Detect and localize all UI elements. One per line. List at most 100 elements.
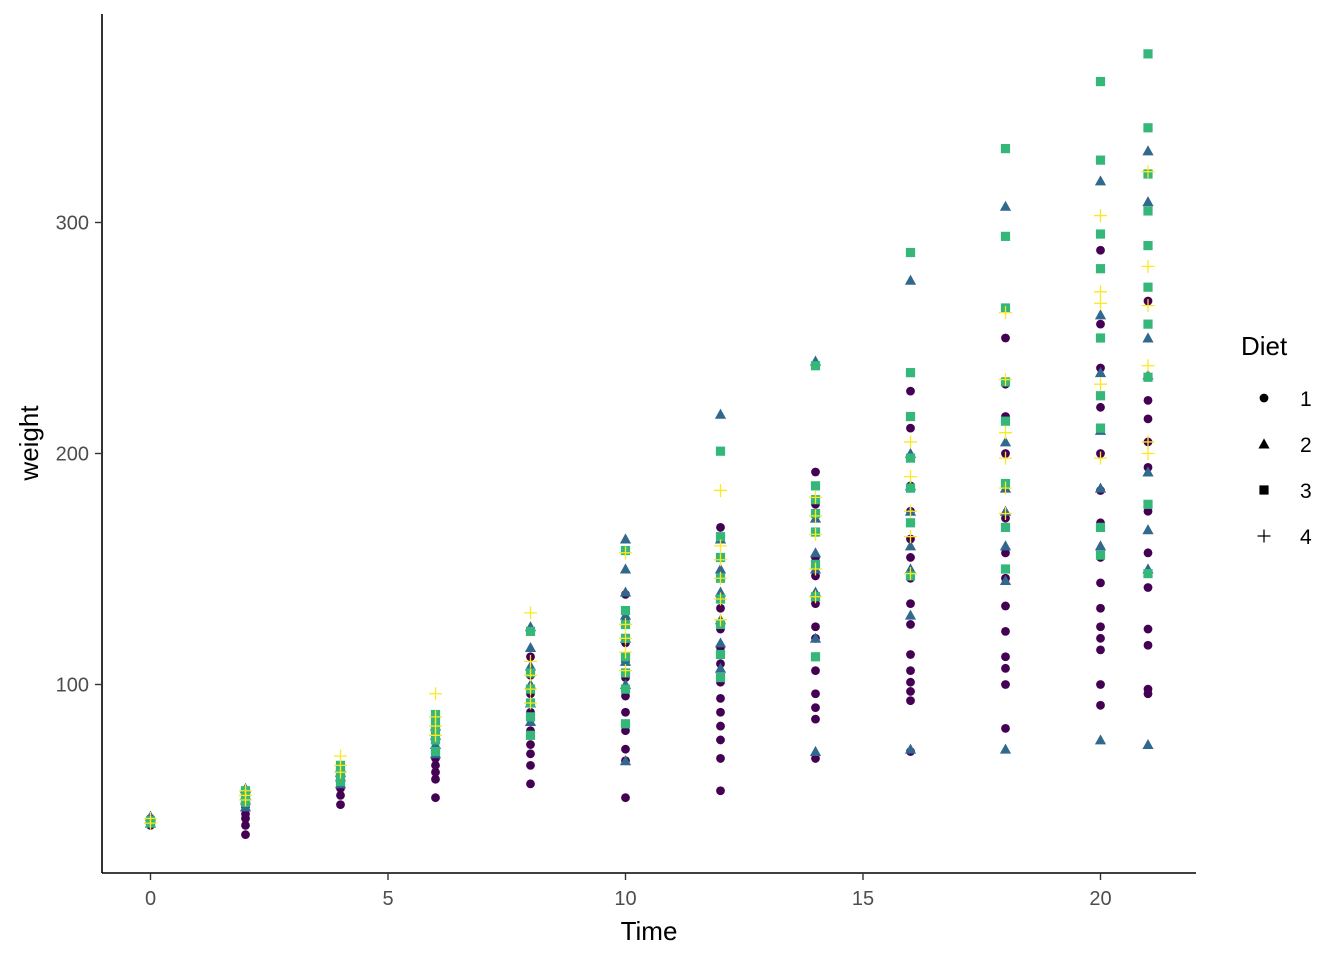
data-point bbox=[431, 760, 440, 770]
legend-label: 4 bbox=[1300, 526, 1312, 549]
data-point bbox=[811, 754, 820, 763]
data-point bbox=[1143, 49, 1153, 59]
data-point bbox=[810, 361, 821, 371]
data-point bbox=[904, 530, 917, 544]
data-point bbox=[904, 435, 917, 449]
data-point bbox=[999, 574, 1012, 586]
data-point bbox=[621, 691, 630, 701]
data-point bbox=[524, 654, 537, 668]
data-point bbox=[811, 467, 820, 477]
data-point bbox=[430, 746, 441, 757]
legend-title: Diet bbox=[1241, 331, 1288, 361]
data-point bbox=[1143, 583, 1153, 592]
data-point bbox=[810, 481, 821, 491]
data-point bbox=[906, 423, 915, 433]
data-point bbox=[619, 631, 632, 645]
data-point bbox=[336, 790, 345, 800]
x-tick-label: 15 bbox=[852, 888, 874, 910]
data-point bbox=[1142, 466, 1154, 477]
data-point bbox=[905, 411, 916, 422]
data-point bbox=[1142, 196, 1154, 207]
data-point bbox=[1000, 143, 1011, 154]
data-point bbox=[810, 652, 821, 662]
data-point bbox=[1141, 299, 1155, 313]
plot-marks bbox=[144, 49, 1155, 840]
legend: Diet 1 2 3 4 bbox=[1241, 331, 1312, 549]
data-point bbox=[1141, 447, 1155, 460]
series-diet-4 bbox=[144, 165, 1155, 830]
data-point bbox=[1094, 209, 1107, 223]
legend-key bbox=[1259, 485, 1269, 495]
data-point bbox=[1142, 332, 1154, 343]
data-point bbox=[811, 622, 820, 632]
data-point bbox=[811, 689, 820, 699]
data-point bbox=[715, 446, 726, 456]
data-point bbox=[619, 533, 632, 544]
data-point bbox=[1143, 414, 1153, 424]
data-point bbox=[1096, 700, 1105, 710]
data-point bbox=[1096, 578, 1105, 588]
data-point bbox=[525, 712, 536, 722]
x-tick-label: 5 bbox=[382, 888, 393, 910]
y-tick-label: 200 bbox=[56, 444, 89, 466]
data-point bbox=[524, 668, 537, 682]
data-point bbox=[716, 721, 725, 731]
data-point bbox=[1094, 734, 1107, 745]
data-point bbox=[429, 687, 442, 701]
data-point bbox=[1141, 435, 1155, 449]
data-point bbox=[621, 707, 630, 717]
data-point bbox=[335, 776, 346, 787]
data-point bbox=[714, 539, 727, 553]
data-point bbox=[1095, 155, 1106, 165]
data-point bbox=[334, 749, 347, 763]
data-point bbox=[429, 710, 442, 724]
data-point bbox=[905, 247, 916, 258]
legend-item-3: 3 bbox=[1259, 480, 1312, 503]
data-point bbox=[1143, 372, 1153, 382]
y-axis-title: weight bbox=[14, 405, 44, 482]
data-point bbox=[1141, 259, 1155, 273]
data-point bbox=[1095, 550, 1106, 560]
data-point bbox=[809, 509, 822, 523]
legend-item-2: 2 bbox=[1258, 434, 1312, 457]
data-point bbox=[1142, 738, 1154, 750]
data-point bbox=[1001, 548, 1010, 558]
data-point bbox=[524, 696, 537, 710]
data-point bbox=[431, 774, 440, 784]
data-point bbox=[1095, 333, 1106, 343]
data-point bbox=[619, 645, 632, 659]
data-point bbox=[1096, 319, 1105, 329]
data-point bbox=[809, 562, 822, 576]
legend-label: 2 bbox=[1300, 434, 1312, 457]
data-point bbox=[1094, 285, 1107, 299]
data-point bbox=[716, 754, 725, 763]
data-point bbox=[1143, 241, 1153, 251]
data-point bbox=[811, 571, 820, 581]
data-point bbox=[906, 553, 915, 562]
data-point bbox=[809, 490, 822, 504]
legend-item-1: 1 bbox=[1259, 388, 1312, 411]
data-point bbox=[1095, 76, 1106, 87]
data-point bbox=[1096, 633, 1105, 643]
data-point bbox=[526, 779, 535, 789]
data-point bbox=[1094, 367, 1107, 378]
data-point bbox=[999, 540, 1012, 551]
data-point bbox=[144, 811, 157, 825]
data-point bbox=[336, 800, 345, 810]
data-point bbox=[809, 527, 822, 541]
data-point bbox=[906, 666, 915, 676]
data-point bbox=[1001, 723, 1010, 733]
data-point bbox=[904, 743, 917, 754]
data-point bbox=[431, 767, 440, 777]
y-tick-label: 300 bbox=[56, 213, 89, 235]
data-point bbox=[525, 626, 536, 636]
data-point bbox=[526, 760, 535, 770]
data-point bbox=[905, 453, 916, 463]
data-point bbox=[525, 730, 536, 740]
series-diet-1 bbox=[146, 206, 1153, 840]
data-point bbox=[1001, 601, 1010, 611]
data-point bbox=[1142, 524, 1154, 535]
data-point bbox=[1001, 626, 1010, 636]
data-point bbox=[1094, 377, 1107, 391]
